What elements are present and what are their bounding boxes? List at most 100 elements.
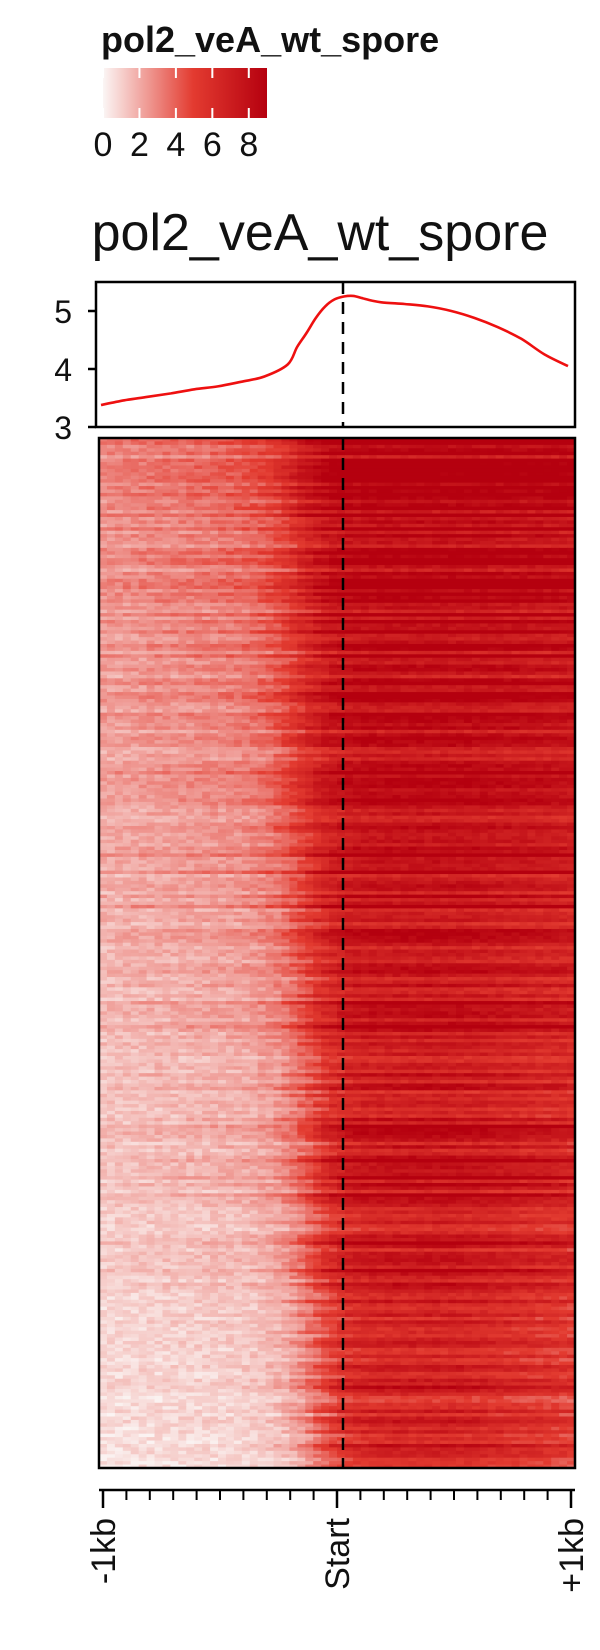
heatmap-cell [289,592,298,597]
heatmap-cell [368,719,378,724]
heatmap-cell [408,455,417,460]
heatmap-cell [471,650,481,655]
heatmap-cell [337,681,346,686]
heatmap-cell [313,589,322,594]
heatmap-cell [305,506,314,511]
heatmap-cell [384,774,394,779]
heatmap-cell [106,633,116,638]
heatmap-cell [233,486,243,491]
heatmap-cell [463,668,473,673]
heatmap-cell [535,602,544,607]
heatmap-cell [170,719,179,724]
heatmap-cell [424,448,433,453]
heatmap-cell [257,558,267,563]
heatmap-cell [202,616,211,621]
heatmap-cell [122,753,132,758]
heatmap-cell [289,640,298,645]
heatmap-cell [202,736,211,741]
heatmap-cell [210,767,219,772]
heatmap-cell [225,619,235,624]
heatmap-cell [408,740,417,745]
heatmap-cell [337,654,346,659]
heatmap-cell [106,712,116,717]
heatmap-cell [130,678,140,683]
heatmap-cell [535,729,544,734]
heatmap-cell [162,489,171,494]
heatmap-cell [99,558,108,563]
heatmap-cell [170,743,179,748]
heatmap-cell [194,705,203,710]
heatmap-cell [249,726,259,731]
heatmap-cell [463,575,473,580]
heatmap-cell [225,733,235,738]
heatmap-cell [384,668,394,673]
heatmap-cell [257,547,267,552]
heatmap-cell [281,657,290,662]
heatmap-cell [99,616,108,621]
heatmap-cell [344,616,354,621]
heatmap-cell [273,695,283,700]
heatmap-cell [99,733,108,738]
heatmap-cell [408,709,417,714]
heatmap-cell [249,541,259,546]
heatmap-cell [337,516,346,521]
heatmap-cell [225,565,235,570]
heatmap-cell [495,733,505,738]
heatmap-cell [416,523,425,528]
heatmap-cell [519,674,528,679]
heatmap-cell [392,698,402,703]
heatmap-cell [186,705,195,710]
heatmap-cell [400,705,409,710]
heatmap-cell [186,492,195,497]
heatmap-cell [289,565,298,570]
heatmap-cell [456,657,465,662]
heatmap-cell [114,630,124,635]
heatmap-cell [551,462,560,467]
heatmap-cell [471,726,481,731]
heatmap-cell [130,547,140,552]
heatmap-cell [99,585,108,590]
heatmap-cell [400,678,409,683]
heatmap-cell [511,571,521,576]
heatmap-cell [305,613,314,618]
heatmap-row [99,499,576,504]
heatmap-cell [273,661,283,666]
heatmap-cell [352,496,362,501]
heatmap-cell [225,705,235,710]
heatmap-cell [416,640,425,645]
heatmap-cell [249,595,259,600]
heatmap-cell [392,685,402,690]
heatmap-cell [154,506,164,511]
heatmap-cell [456,650,465,655]
heatmap-cell [289,527,298,532]
heatmap-cell [194,753,203,758]
heatmap-cell [178,619,187,624]
heatmap-cell [305,554,314,559]
heatmap-cell [376,661,386,666]
heatmap-cell [352,661,362,666]
heatmap-cell [297,444,306,449]
heatmap-cell [527,640,536,645]
heatmap-cell [432,650,441,655]
heatmap-cell [400,444,409,449]
heatmap-cell [448,472,457,477]
heatmap-cell [463,767,473,772]
heatmap-cell [289,619,298,624]
heatmap-cell [471,609,481,614]
heatmap-cell [360,633,370,638]
heatmap-cell [559,719,568,724]
heatmap-cell [400,757,409,762]
heatmap-cell [178,753,187,758]
heatmap-cell [503,616,513,621]
heatmap-cell [249,750,259,755]
heatmap-cell [249,647,259,652]
heatmap-cell [249,503,259,508]
heatmap-cell [138,674,148,679]
heatmap-cell [162,623,171,628]
heatmap-cell [503,537,513,542]
heatmap-row [99,712,576,717]
heatmap-cell [225,520,235,525]
heatmap-cell [352,750,370,755]
heatmap-cell [241,482,251,487]
heatmap-cell [479,602,489,607]
